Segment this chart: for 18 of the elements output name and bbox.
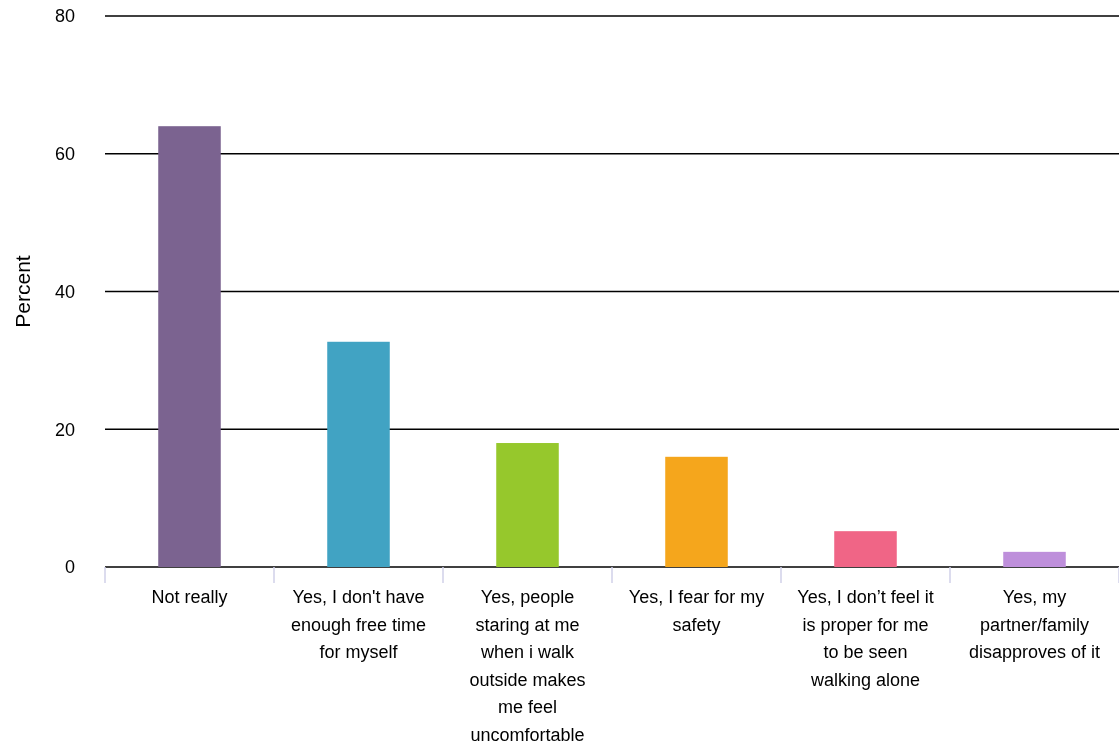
x-tick-label: Yes, people staring at me when i walk outside makes me feel uncomfortable — [469, 587, 586, 745]
x-tick-label: Yes, I don't have enough free time for myself — [290, 587, 427, 662]
bar — [1003, 551, 1066, 567]
x-tick-label: Yes, my partner/family disapproves of it — [968, 587, 1101, 662]
y-tick-label: 60 — [54, 144, 75, 165]
bar — [158, 126, 221, 567]
x-tick-label: Yes, I don’t feel it is proper for me to be seen walking alone — [797, 587, 934, 690]
y-tick-label: 80 — [54, 6, 75, 27]
y-axis-title: Percent — [11, 255, 34, 328]
bar — [327, 341, 390, 567]
bar — [496, 443, 559, 567]
x-tick-label: Not really — [151, 587, 228, 607]
y-tick-label: 0 — [64, 557, 75, 578]
y-tick-label: 40 — [54, 281, 75, 302]
y-tick-label: 20 — [54, 419, 75, 440]
x-tick-label: Yes, I fear for my safety — [628, 587, 765, 635]
bar — [834, 531, 897, 567]
bar — [665, 456, 728, 567]
